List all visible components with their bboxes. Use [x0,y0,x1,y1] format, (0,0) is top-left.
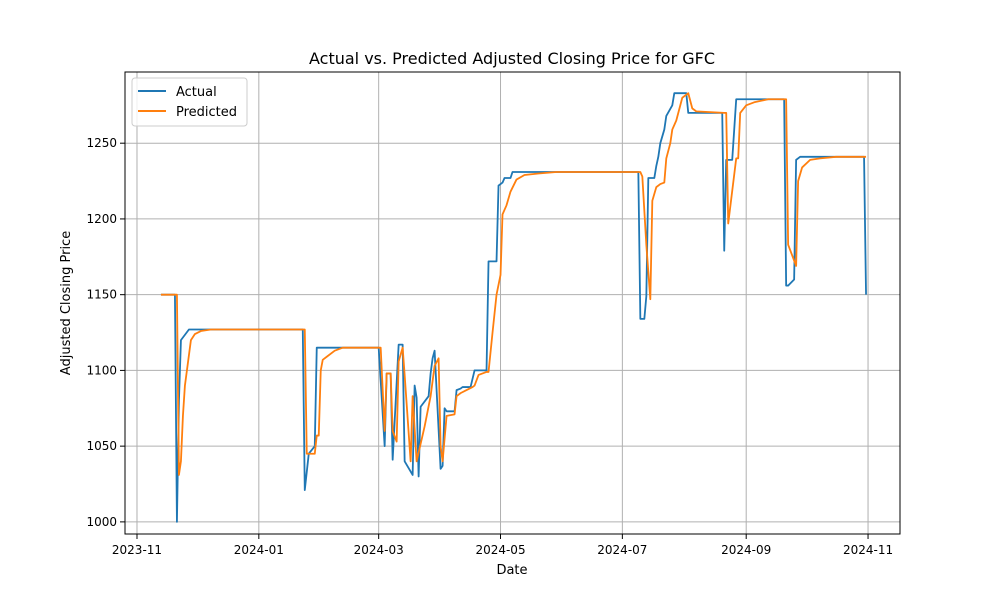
x-tick-label: 2024-03 [354,543,404,557]
series-line-actual [160,92,867,523]
y-tick-label: 1000 [86,515,117,529]
grid [125,72,900,534]
y-tick-label: 1100 [86,363,117,377]
legend-label-predicted: Predicted [176,105,237,120]
y-tick-label: 1050 [86,439,117,453]
x-tick-label: 2024-11 [843,543,893,557]
y-tick-label: 1250 [86,136,117,150]
x-tick-label: 2024-09 [721,543,771,557]
series-layer [160,92,867,523]
y-tick-label: 1200 [86,212,117,226]
legend: Actual Predicted [131,77,248,127]
x-tick-label: 2024-05 [475,543,525,557]
legend-label-actual: Actual [176,85,217,100]
x-tick-label: 2024-07 [597,543,647,557]
y-axis: 1000 1050 1100 1150 1200 1250 [86,136,125,529]
x-axis: 2023-11 2024-01 2024-03 2024-05 2024-07 2024-… [112,534,893,557]
y-axis-label: Adjusted Closing Price [59,231,74,375]
chart-title: Actual vs. Predicted Adjusted Closing Pr… [309,49,715,68]
y-tick-label: 1150 [86,288,117,302]
x-tick-label: 2023-11 [112,543,162,557]
x-axis-label: Date [496,563,527,578]
x-tick-label: 2024-01 [234,543,284,557]
plot-frame [124,71,901,535]
series-line-predicted [160,92,867,476]
